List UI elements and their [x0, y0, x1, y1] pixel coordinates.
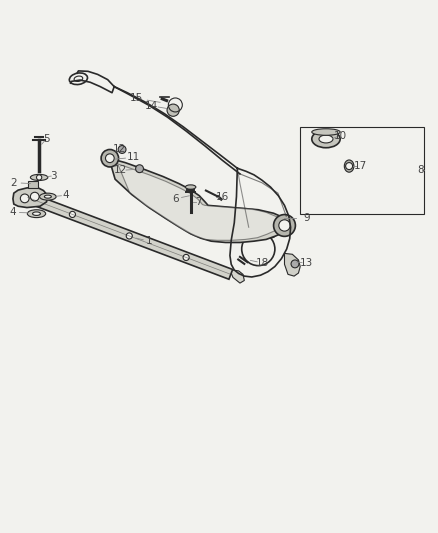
Text: 10: 10 — [334, 131, 347, 141]
Text: 6: 6 — [172, 194, 179, 204]
Circle shape — [167, 104, 179, 116]
Text: 18: 18 — [256, 258, 269, 268]
Ellipse shape — [185, 185, 196, 189]
Text: 8: 8 — [417, 165, 424, 175]
Ellipse shape — [319, 135, 333, 143]
Circle shape — [126, 233, 132, 239]
Ellipse shape — [27, 210, 46, 217]
Circle shape — [279, 220, 290, 231]
Polygon shape — [26, 192, 233, 279]
Text: 15: 15 — [130, 93, 144, 103]
Text: 16: 16 — [216, 192, 229, 201]
Circle shape — [20, 194, 29, 203]
Text: 14: 14 — [145, 101, 158, 111]
Text: 7: 7 — [195, 197, 201, 207]
Text: 17: 17 — [354, 161, 367, 171]
Ellipse shape — [312, 130, 340, 148]
Polygon shape — [109, 158, 289, 243]
Text: 13: 13 — [300, 258, 313, 268]
Text: 12: 12 — [113, 143, 126, 154]
Text: 3: 3 — [51, 171, 57, 181]
Circle shape — [291, 260, 299, 268]
Ellipse shape — [30, 174, 48, 181]
Circle shape — [36, 175, 42, 180]
Text: 2: 2 — [11, 177, 17, 188]
Circle shape — [274, 215, 295, 236]
Ellipse shape — [44, 195, 51, 198]
Circle shape — [69, 212, 75, 217]
Ellipse shape — [39, 193, 56, 200]
Text: 4: 4 — [10, 207, 16, 217]
Text: 12: 12 — [114, 165, 127, 175]
Circle shape — [118, 146, 126, 154]
Text: 4: 4 — [62, 190, 69, 200]
Circle shape — [101, 149, 119, 167]
Circle shape — [136, 165, 144, 173]
Circle shape — [346, 163, 353, 169]
Text: 9: 9 — [303, 214, 310, 223]
Circle shape — [30, 192, 39, 201]
Ellipse shape — [312, 129, 340, 135]
Polygon shape — [230, 270, 244, 283]
Ellipse shape — [344, 160, 354, 172]
Polygon shape — [13, 187, 48, 207]
Text: 11: 11 — [127, 152, 141, 163]
Circle shape — [106, 154, 114, 163]
Polygon shape — [285, 253, 300, 276]
Circle shape — [183, 254, 189, 261]
Text: 1: 1 — [146, 236, 152, 246]
Polygon shape — [118, 164, 282, 240]
Text: 5: 5 — [43, 134, 50, 143]
Ellipse shape — [32, 212, 40, 215]
FancyBboxPatch shape — [28, 181, 38, 188]
